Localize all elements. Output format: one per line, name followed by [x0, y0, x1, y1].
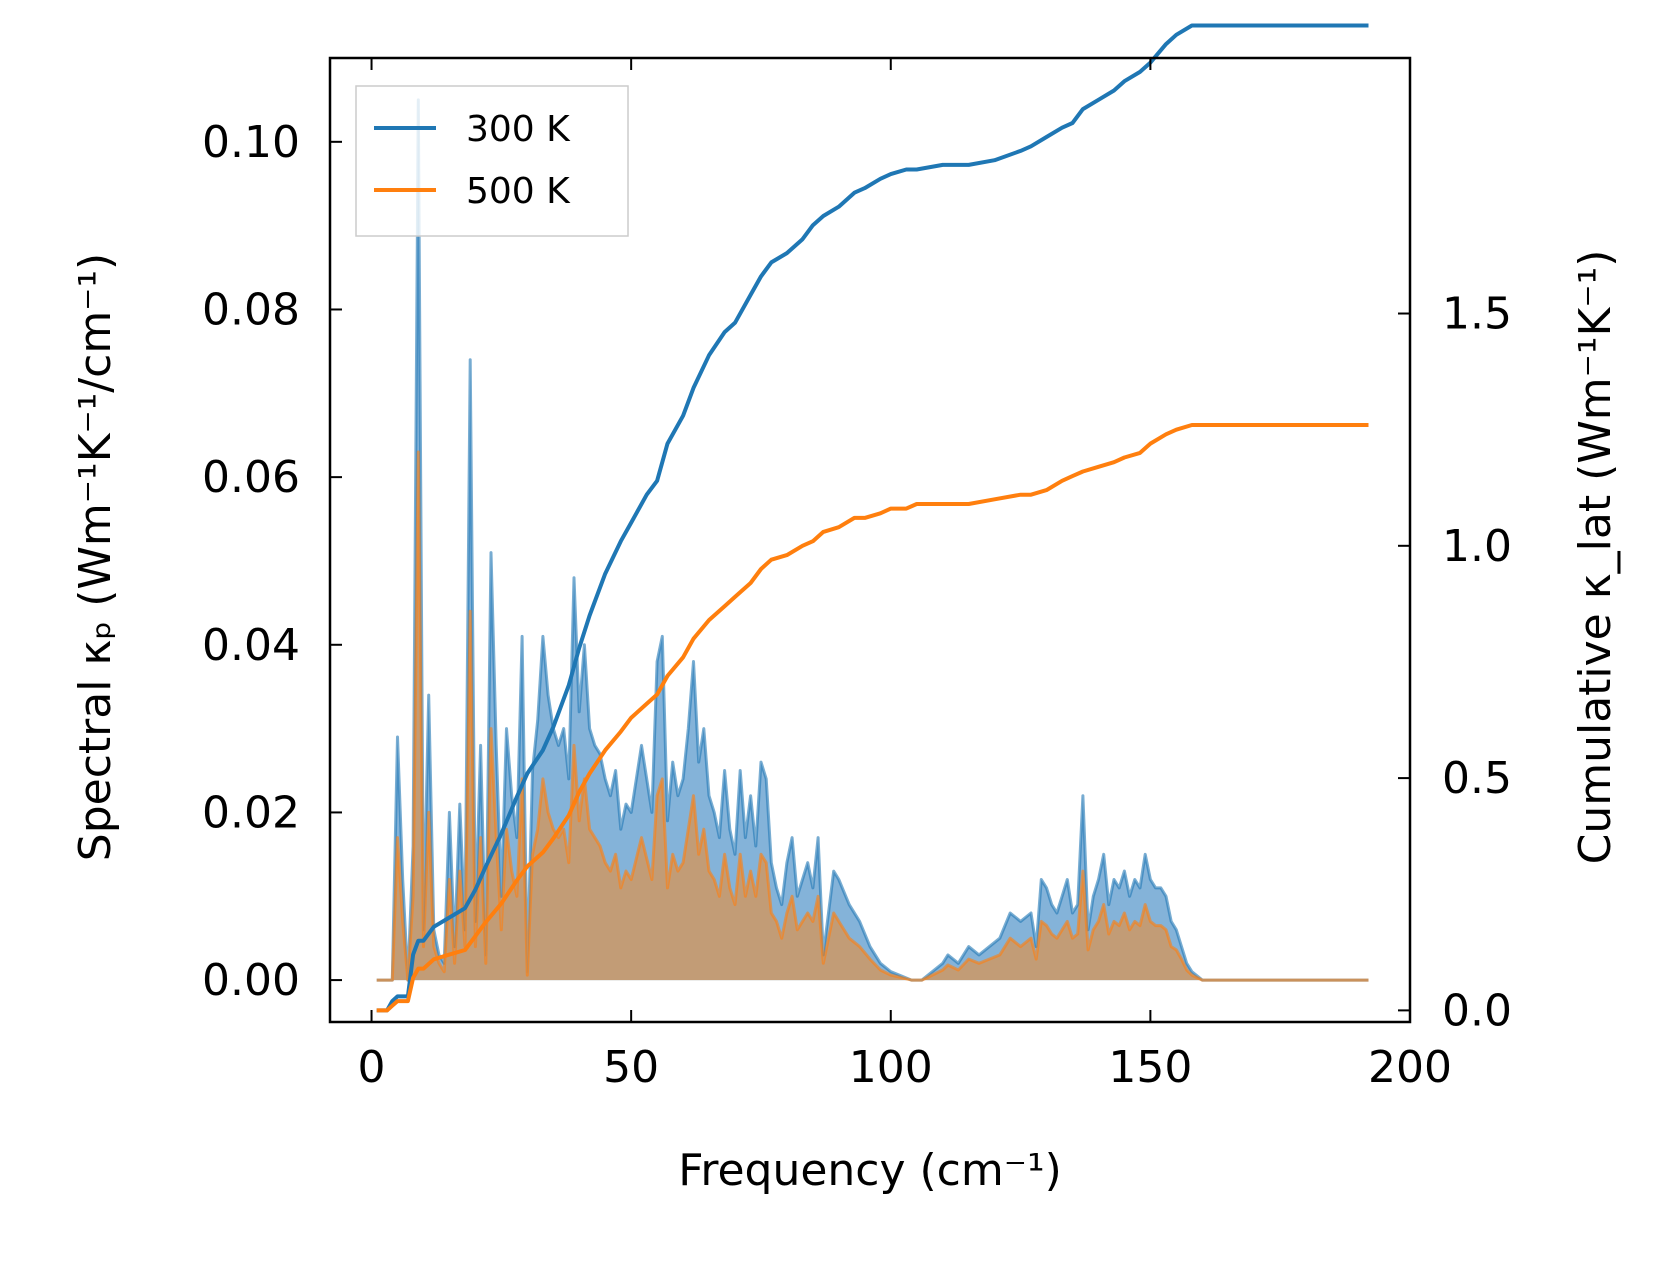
- spectral-line-500k: [376, 450, 1369, 982]
- y-right-tick-label: 1.0: [1442, 521, 1512, 572]
- plot-frame: [328, 56, 1412, 1024]
- y-right-tick-label: 0.5: [1442, 753, 1512, 804]
- legend-label-300k: 300 K: [466, 109, 571, 150]
- cumulative-line-300k: [376, 23, 1369, 1013]
- x-tick-label: 0: [358, 1042, 386, 1093]
- x-tick-label: 50: [603, 1042, 659, 1093]
- legend: 300 K 500 K: [355, 85, 629, 237]
- x-tick-label: 100: [849, 1042, 933, 1093]
- y-left-tick-label: 0.00: [202, 955, 300, 1006]
- y-left-axis-title: Spectral κₚ (Wm⁻¹K⁻¹/cm⁻¹): [70, 253, 121, 861]
- y-right-tick-label: 0.0: [1442, 985, 1512, 1036]
- y-right-tick-label: 1.5: [1442, 289, 1512, 340]
- x-tick-label: 200: [1368, 1042, 1452, 1093]
- legend-box: [355, 85, 629, 237]
- y-left-tick-label: 0.04: [202, 620, 300, 671]
- y-left-tick-label: 0.02: [202, 787, 300, 838]
- x-axis-title: Frequency (cm⁻¹): [678, 1145, 1062, 1196]
- axes: 0 50 100 150 200 0.00 0.02 0.04 0.06 0.08 0.10 0.0 0…: [202, 56, 1512, 1093]
- legend-label-500k: 500 K: [466, 171, 571, 212]
- x-tick-label: 150: [1108, 1042, 1192, 1093]
- y-left-tick-label: 0.08: [202, 284, 300, 335]
- y-left-tick-label: 0.06: [202, 452, 300, 503]
- y-left-tick-label: 0.10: [202, 117, 300, 168]
- cumulative-line-500k: [376, 423, 1369, 1013]
- plot-area: [376, 23, 1369, 1013]
- y-right-axis-title: Cumulative κ_lat (Wm⁻¹K⁻¹): [1570, 250, 1621, 865]
